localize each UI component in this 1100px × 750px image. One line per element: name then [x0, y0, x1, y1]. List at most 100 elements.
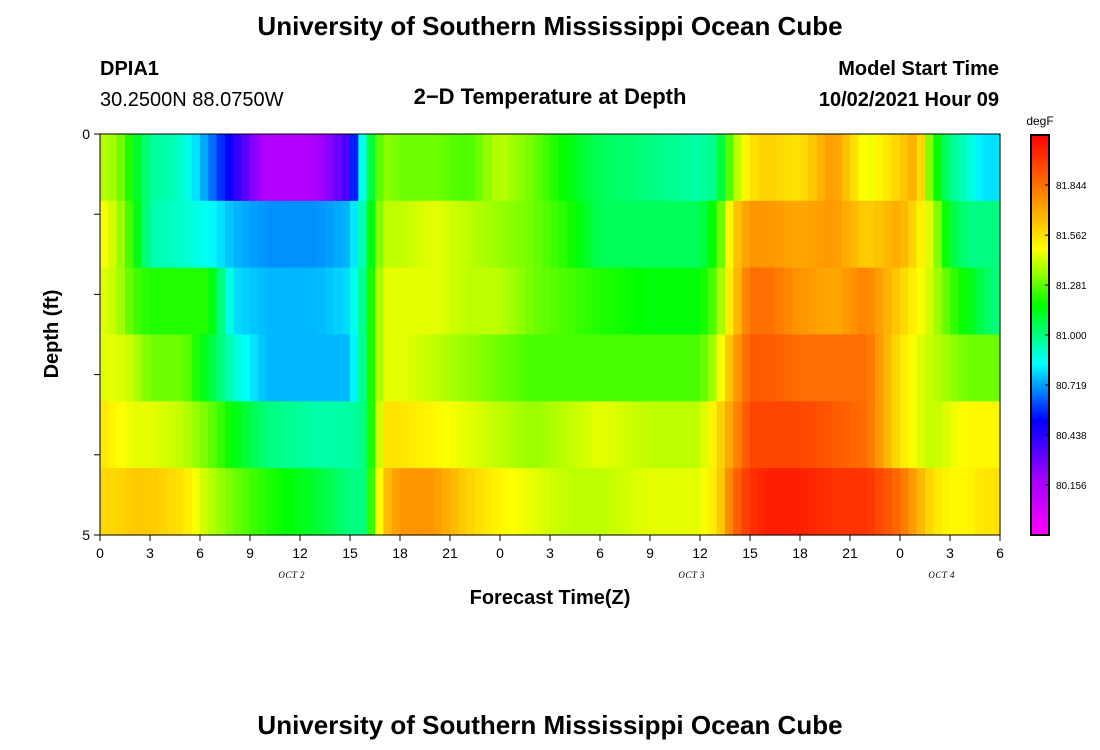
heatmap-cell — [933, 134, 943, 202]
heatmap-cell — [966, 267, 976, 336]
heatmap-cell — [475, 200, 484, 269]
heatmap-cell — [208, 200, 218, 269]
heatmap-cell — [633, 267, 643, 336]
heatmap-cell — [891, 200, 901, 269]
heatmap-cell — [491, 267, 501, 336]
heatmap-cell — [600, 134, 609, 202]
heatmap-cell — [316, 401, 326, 469]
heatmap-cell — [900, 267, 909, 336]
heatmap-cell — [941, 468, 951, 536]
heatmap-cell — [175, 267, 184, 336]
heatmap-cell — [191, 200, 201, 269]
heatmap-cell — [808, 267, 818, 336]
heatmap-cell — [708, 334, 718, 402]
heatmap-cell — [550, 267, 559, 336]
heatmap-cell — [425, 200, 434, 269]
x-tick-label: 12 — [692, 545, 708, 561]
heatmap-cell — [183, 468, 193, 536]
heatmap-cell — [775, 267, 784, 336]
heatmap-cell — [141, 134, 151, 202]
heatmap-cell — [875, 334, 884, 402]
heatmap-cell — [341, 200, 351, 269]
model-start-label: Model Start Time — [838, 58, 999, 80]
heatmap-cell — [725, 334, 734, 402]
heatmap-cell — [166, 401, 176, 469]
heatmap-cell — [966, 200, 976, 269]
heatmap-cell — [450, 334, 459, 402]
heatmap-cell — [375, 468, 384, 536]
heatmap-cell — [466, 267, 476, 336]
heatmap-cell — [725, 401, 734, 469]
heatmap-cell — [875, 267, 884, 336]
heatmap-cell — [833, 267, 843, 336]
heatmap-cell — [666, 200, 676, 269]
heatmap-cell — [800, 401, 809, 469]
heatmap-cell — [316, 134, 326, 202]
heatmap-cell — [758, 200, 768, 269]
heatmap-cell — [533, 401, 543, 469]
heatmap-cell — [233, 468, 243, 536]
heatmap-cell — [275, 134, 284, 202]
heatmap-cell — [825, 134, 834, 202]
heatmap-cell — [808, 200, 818, 269]
heatmap-cell — [650, 334, 659, 402]
heatmap-cell — [283, 134, 293, 202]
heatmap-cell — [233, 134, 243, 202]
heatmap-cell — [241, 200, 251, 269]
heatmap-cell — [766, 134, 776, 202]
heatmap-cell — [633, 334, 643, 402]
heatmap-cell — [750, 334, 759, 402]
heatmap-cell — [525, 267, 534, 336]
heatmap-cell — [808, 334, 818, 402]
heatmap-cell — [733, 401, 743, 469]
heatmap-cell — [225, 200, 234, 269]
heatmap-cell — [675, 267, 684, 336]
heatmap-cell — [208, 134, 218, 202]
heatmap-cell — [983, 401, 993, 469]
heatmap-cell — [641, 468, 651, 536]
heatmap-cell — [916, 267, 926, 336]
heatmap-cell — [675, 200, 684, 269]
heatmap-cell — [733, 267, 743, 336]
heatmap-cell — [116, 134, 126, 202]
heatmap-cell — [616, 200, 626, 269]
heatmap-cell — [783, 334, 793, 402]
heatmap-cell — [358, 200, 368, 269]
heatmap-cell — [633, 200, 643, 269]
heatmap-cell — [650, 200, 659, 269]
heatmap-cell — [108, 401, 118, 469]
heatmap-cell — [883, 200, 893, 269]
heatmap-cell — [900, 334, 909, 402]
heatmap-cell — [158, 200, 168, 269]
heatmap-cell — [300, 334, 309, 402]
heatmap-cell — [508, 134, 518, 202]
heatmap-cell — [841, 468, 851, 536]
heatmap-cell — [908, 134, 918, 202]
x-tick-label: 0 — [96, 545, 104, 561]
station-coords: 30.2500N 88.0750W — [100, 89, 284, 111]
heatmap-cell — [166, 468, 176, 536]
heatmap-cell — [775, 401, 784, 469]
colorbar-label: 80.156 — [1056, 481, 1087, 492]
heatmap-cell — [758, 267, 768, 336]
heatmap-cell — [541, 200, 551, 269]
station-id: DPIA1 — [100, 58, 159, 80]
heatmap-cell — [608, 334, 618, 402]
heatmap-cell — [608, 401, 618, 469]
heatmap-cell — [716, 267, 726, 336]
heatmap-cell — [933, 401, 943, 469]
heatmap-cell — [475, 401, 484, 469]
heatmap-cell — [750, 401, 759, 469]
heatmap-cell — [775, 334, 784, 402]
heatmap-cell — [483, 401, 493, 469]
heatmap-cell — [208, 334, 218, 402]
heatmap-cell — [266, 401, 276, 469]
heatmap-cell — [850, 468, 859, 536]
heatmap-cell — [425, 468, 434, 536]
heatmap-cell — [841, 401, 851, 469]
heatmap-cell — [516, 200, 526, 269]
heatmap-cell — [758, 468, 768, 536]
heatmap-cell — [408, 267, 418, 336]
heatmap-cell — [683, 200, 693, 269]
heatmap-cell — [383, 468, 393, 536]
